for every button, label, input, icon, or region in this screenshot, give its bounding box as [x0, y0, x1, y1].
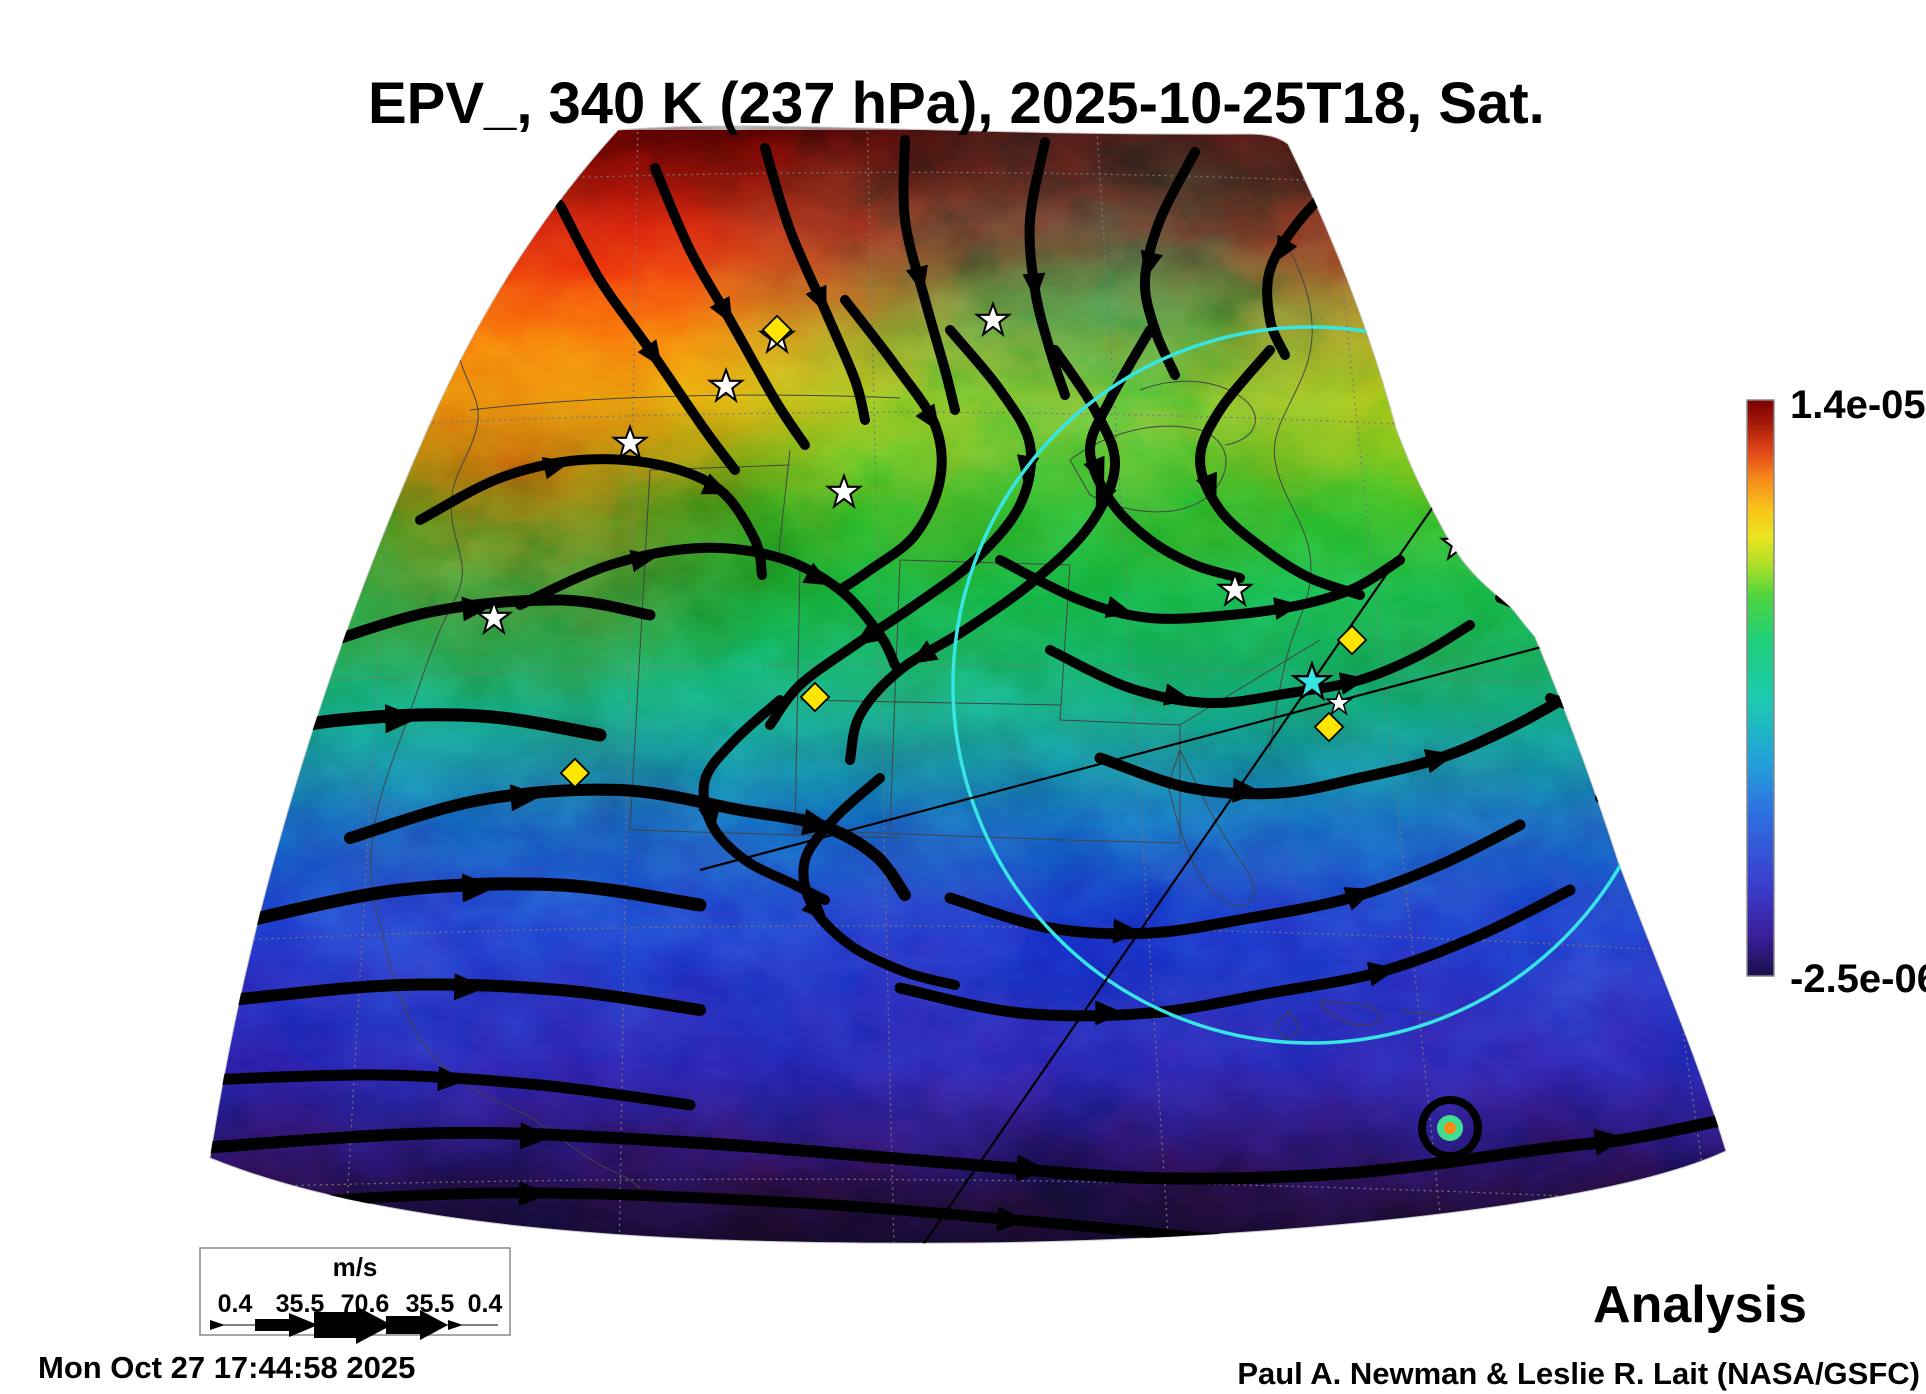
svg-text:m/s: m/s — [333, 1252, 378, 1282]
svg-text:1.4e-05: 1.4e-05 — [1790, 383, 1926, 427]
svg-text:EPV_, 340 K (237 hPa), 2025-10: EPV_, 340 K (237 hPa), 2025-10-25T18, Sa… — [368, 71, 1545, 136]
svg-text:0.4: 0.4 — [468, 1290, 503, 1318]
svg-text:0.4: 0.4 — [218, 1290, 253, 1318]
svg-text:35.5: 35.5 — [406, 1290, 455, 1318]
svg-text:-2.5e-06: -2.5e-06 — [1790, 957, 1926, 1001]
svg-text:Mon Oct 27 17:44:58 2025: Mon Oct 27 17:44:58 2025 — [38, 1350, 415, 1385]
svg-text:Paul A. Newman & Leslie R. Lai: Paul A. Newman & Leslie R. Lait (NASA/GS… — [1237, 1356, 1920, 1391]
svg-text:Analysis: Analysis — [1593, 1276, 1807, 1334]
